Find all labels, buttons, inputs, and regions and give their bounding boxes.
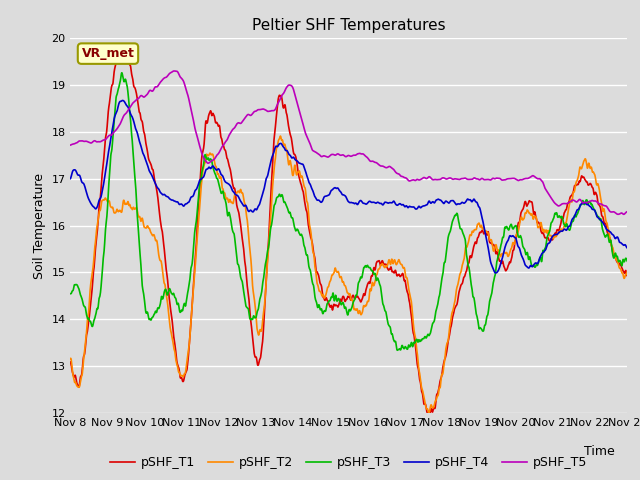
pSHF_T4 xyxy=(492,270,500,276)
pSHF_T5 xyxy=(623,209,631,215)
pSHF_T2 xyxy=(337,275,345,280)
pSHF_T3 xyxy=(608,243,616,249)
Line: pSHF_T5: pSHF_T5 xyxy=(70,71,627,214)
pSHF_T5 xyxy=(607,209,615,215)
Title: Peltier SHF Temperatures: Peltier SHF Temperatures xyxy=(252,18,445,33)
pSHF_T5 xyxy=(170,68,178,74)
pSHF_T3 xyxy=(67,291,74,297)
pSHF_T4 xyxy=(95,198,102,204)
pSHF_T3 xyxy=(623,258,631,264)
pSHF_T5 xyxy=(337,152,345,158)
pSHF_T4 xyxy=(623,245,631,251)
Y-axis label: Soil Temperature: Soil Temperature xyxy=(33,173,46,278)
pSHF_T1 xyxy=(95,208,102,214)
pSHF_T4 xyxy=(337,191,345,196)
pSHF_T4 xyxy=(607,230,615,236)
pSHF_T3 xyxy=(118,70,126,76)
Text: VR_met: VR_met xyxy=(81,47,134,60)
pSHF_T1 xyxy=(117,47,125,53)
pSHF_T3 xyxy=(337,302,345,308)
Line: pSHF_T1: pSHF_T1 xyxy=(70,50,627,414)
pSHF_T4 xyxy=(323,193,330,199)
pSHF_T3 xyxy=(607,240,615,246)
pSHF_T2 xyxy=(67,356,74,361)
pSHF_T5 xyxy=(323,154,330,160)
pSHF_T4 xyxy=(118,97,126,103)
pSHF_T2 xyxy=(95,212,102,218)
pSHF_T2 xyxy=(623,269,631,275)
pSHF_T5 xyxy=(95,139,102,144)
pSHF_T1 xyxy=(425,411,433,417)
pSHF_T2 xyxy=(276,133,284,139)
Line: pSHF_T4: pSHF_T4 xyxy=(70,100,627,273)
pSHF_T4 xyxy=(506,234,513,240)
Legend: pSHF_T1, pSHF_T2, pSHF_T3, pSHF_T4, pSHF_T5: pSHF_T1, pSHF_T2, pSHF_T3, pSHF_T4, pSHF… xyxy=(105,451,593,474)
pSHF_T3 xyxy=(323,303,330,309)
pSHF_T2 xyxy=(608,243,616,249)
pSHF_T4 xyxy=(608,231,616,237)
pSHF_T3 xyxy=(394,348,401,353)
Text: Time: Time xyxy=(584,444,614,458)
pSHF_T2 xyxy=(323,288,330,294)
pSHF_T1 xyxy=(506,260,513,265)
pSHF_T2 xyxy=(425,410,433,416)
pSHF_T2 xyxy=(506,251,513,257)
pSHF_T3 xyxy=(506,225,513,231)
pSHF_T5 xyxy=(67,142,74,148)
pSHF_T5 xyxy=(620,211,628,217)
pSHF_T1 xyxy=(608,243,616,249)
pSHF_T1 xyxy=(607,242,615,248)
pSHF_T4 xyxy=(67,176,74,181)
pSHF_T5 xyxy=(505,176,513,181)
pSHF_T2 xyxy=(607,242,615,248)
pSHF_T1 xyxy=(67,359,74,365)
pSHF_T5 xyxy=(607,209,615,215)
pSHF_T3 xyxy=(95,298,102,303)
pSHF_T1 xyxy=(323,296,330,301)
pSHF_T1 xyxy=(623,273,631,279)
Line: pSHF_T3: pSHF_T3 xyxy=(70,73,627,350)
Line: pSHF_T2: pSHF_T2 xyxy=(70,136,627,413)
pSHF_T1 xyxy=(337,299,345,304)
